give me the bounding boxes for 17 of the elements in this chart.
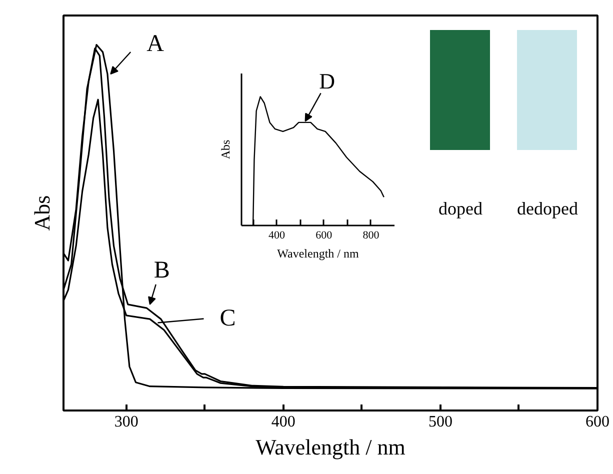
x-axis-title: Wavelength / nm [277,246,360,260]
y-axis-title: Abs [30,195,54,231]
x-tick-label: 800 [362,230,380,242]
x-tick-label: 600 [586,414,610,430]
x-tick-label: 500 [428,414,452,430]
x-tick-label: 400 [268,230,286,242]
annotation: dedoped [517,198,578,218]
annotation: B [154,257,170,284]
x-tick-label: 400 [271,414,296,430]
y-axis-title: Abs [218,140,232,160]
x-tick-label: 600 [316,230,333,242]
x-tick-label: 300 [114,414,138,430]
annotation: C [220,306,236,332]
annotation: doped [438,198,483,218]
annotation: A [146,31,165,58]
x-axis-title: Wavelength / nm [256,434,406,460]
annotation: D [319,68,335,94]
